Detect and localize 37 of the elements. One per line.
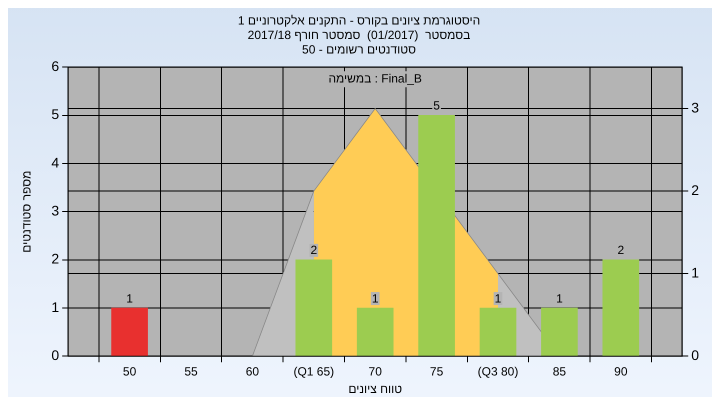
bar	[295, 260, 332, 356]
annotation: במשימה : Final_B	[328, 72, 422, 86]
x-tick-label: 70	[368, 364, 382, 379]
y2-tick-label: 1	[691, 264, 700, 280]
y-tick-label: 6	[51, 58, 60, 74]
x-tick-label: (Q3 80)	[478, 364, 518, 379]
data-label: 2	[617, 243, 624, 258]
x-axis-title: טווח ציונים	[348, 382, 402, 396]
x-tick-label: 55	[184, 364, 198, 379]
y-tick-label: 1	[51, 298, 60, 315]
data-label: 1	[494, 291, 502, 306]
x-tick-label: 60	[246, 364, 260, 379]
data-label: 2	[310, 243, 318, 258]
bar	[602, 260, 640, 356]
y-tick-label: 2	[51, 250, 60, 267]
data-label: 1	[372, 291, 379, 306]
chart-subtitle: בסמסטר (01/2017) סמסטר חורף 2017/18 סטודנטים רשומים - 50	[248, 28, 470, 56]
chart-title: היסטוגרמת ציונים בקורס - התקנים אלקטרוניים 1	[238, 14, 480, 28]
y-axis-title: מספר סטודנטים	[20, 170, 34, 253]
x-tick-label: 85	[552, 364, 566, 379]
bar	[356, 308, 394, 356]
x-tick-label: 90	[614, 364, 628, 379]
data-label: 5	[433, 98, 440, 113]
bar	[111, 308, 148, 356]
y2-tick-label: 2	[691, 182, 700, 198]
y2-tick-label: 0	[691, 347, 700, 364]
y-tick-label: 4	[51, 154, 60, 170]
data-label: 1	[126, 291, 134, 306]
data-label: 1	[556, 291, 564, 306]
x-tick-label: 50	[122, 364, 137, 379]
x-tick-label: 75	[430, 364, 444, 379]
y-tick-label: 5	[51, 106, 60, 122]
y2-tick-label: 3	[691, 99, 700, 116]
y-tick-label: 0	[51, 347, 60, 364]
bar	[418, 115, 455, 356]
y-tick-label: 3	[51, 202, 60, 219]
x-tick-label: (Q1 65)	[293, 364, 334, 379]
